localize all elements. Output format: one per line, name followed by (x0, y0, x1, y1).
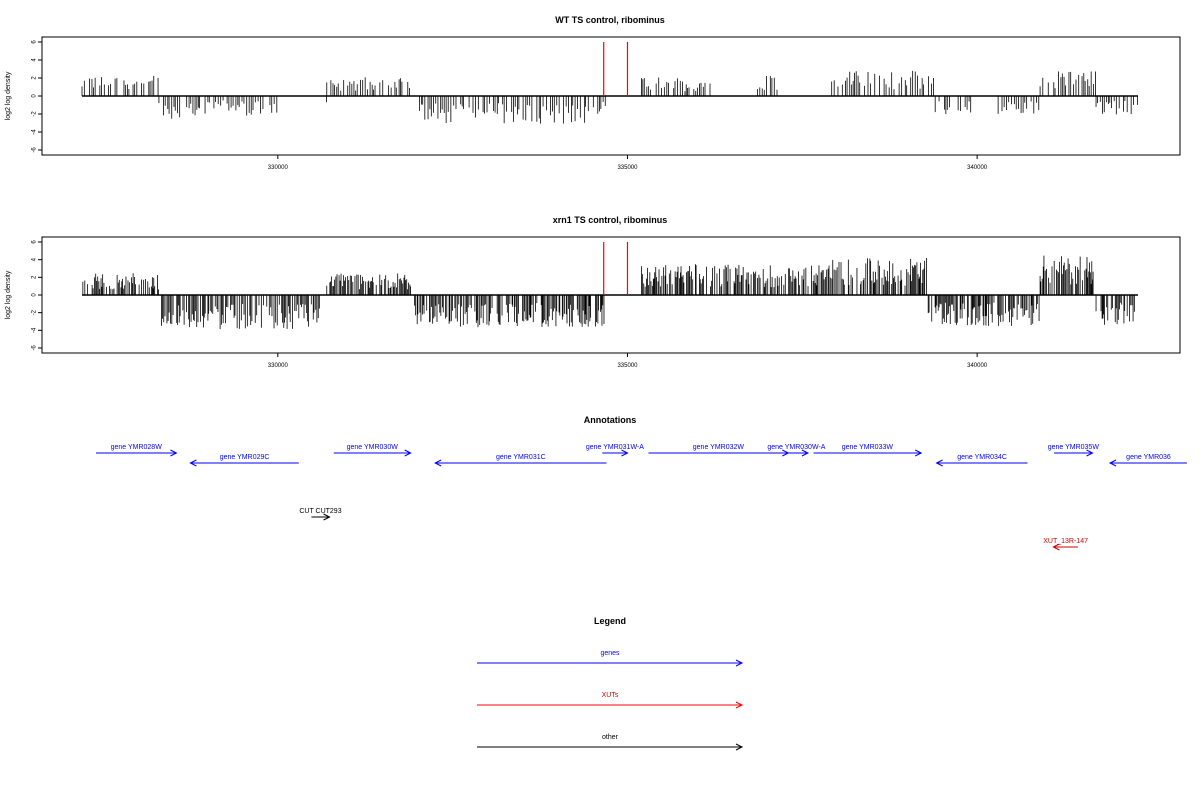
y-tick-label: -2 (32, 111, 38, 117)
y-tick-label: -2 (32, 309, 38, 315)
y-tick-label: -6 (32, 147, 38, 153)
x-tick-label: 335000 (617, 165, 638, 171)
y-tick-label: -4 (32, 129, 38, 135)
legend-arrowhead (735, 701, 744, 709)
wt-density-panel: WT TS control, ribominus 6 4 2 0 -2 -4 -6 log2 l… (5, 15, 1181, 171)
xrn1-density-panel: xrn1 TS control, ribominus 6 4 2 0 -2 -4 -6 log2… (5, 215, 1181, 369)
legend-label: XUTs (602, 692, 619, 699)
annotations-title: Annotations (584, 415, 637, 425)
y-tick-label: -4 (32, 327, 38, 333)
x-tick-label: 330000 (268, 165, 289, 171)
feature-label: XUT_13R-147 (1043, 538, 1088, 545)
feature-label: gene YMR030W-A (767, 444, 825, 451)
feature-arrowhead (1086, 449, 1094, 457)
feature-label: gene YMR030W (347, 444, 399, 451)
feature-arrowhead (189, 459, 197, 467)
y-tick-label: 2 (32, 275, 38, 279)
y-tick-label: 6 (32, 240, 38, 244)
y-tick-label: 4 (32, 257, 38, 261)
feature-label: gene YMR036 (1126, 454, 1171, 461)
x-tick-label: 340000 (967, 165, 988, 171)
feature-arrowhead (935, 459, 943, 467)
feature-arrowhead (404, 449, 412, 457)
feature-arrowhead (434, 459, 442, 467)
feature-label: CUT CUT293 (299, 508, 341, 515)
legend-arrowhead (735, 743, 744, 751)
legend-title: Legend (594, 616, 626, 626)
feature-arrowhead (170, 449, 178, 457)
y-tick-label: 0 (32, 94, 38, 98)
y-tick-label: 2 (32, 76, 38, 80)
annotations-track: Annotations gene YMR028W gene YMR029C gene… (95, 415, 1187, 551)
legend-arrowhead (735, 659, 744, 667)
feature-label: gene YMR032W (693, 444, 745, 451)
panel-title: WT TS control, ribominus (555, 15, 665, 25)
y-tick-label: -6 (32, 345, 38, 351)
feature-label: gene YMR031W-A (586, 444, 644, 451)
y-axis-label: log2 log density (5, 71, 12, 120)
y-tick-label: 0 (32, 293, 38, 297)
legend-label: other (602, 734, 619, 741)
legend: Legend genes XUTs other (477, 616, 744, 751)
y-tick-label: 4 (32, 58, 38, 62)
y-axis-label: log2 log density (5, 270, 12, 319)
y-tick-label: 6 (32, 40, 38, 44)
x-tick-label: 340000 (967, 363, 988, 369)
legend-label: genes (600, 650, 620, 657)
feature-arrowhead (621, 449, 629, 457)
panel-title: xrn1 TS control, ribominus (553, 215, 668, 225)
feature-label: gene YMR033W (842, 444, 894, 451)
feature-arrowhead (1052, 543, 1060, 551)
feature-label: gene YMR034C (957, 454, 1007, 461)
feature-arrowhead (323, 513, 331, 521)
feature-label: gene YMR029C (220, 454, 270, 461)
feature-arrowhead (801, 449, 810, 457)
feature-arrowhead (914, 449, 923, 457)
feature-label: gene YMR035W (1048, 444, 1100, 451)
feature-arrowhead (1108, 459, 1117, 467)
x-tick-label: 330000 (268, 363, 289, 369)
feature-label: gene YMR028W (111, 444, 163, 451)
x-tick-label: 335000 (617, 363, 638, 369)
feature-label: gene YMR031C (496, 454, 546, 461)
